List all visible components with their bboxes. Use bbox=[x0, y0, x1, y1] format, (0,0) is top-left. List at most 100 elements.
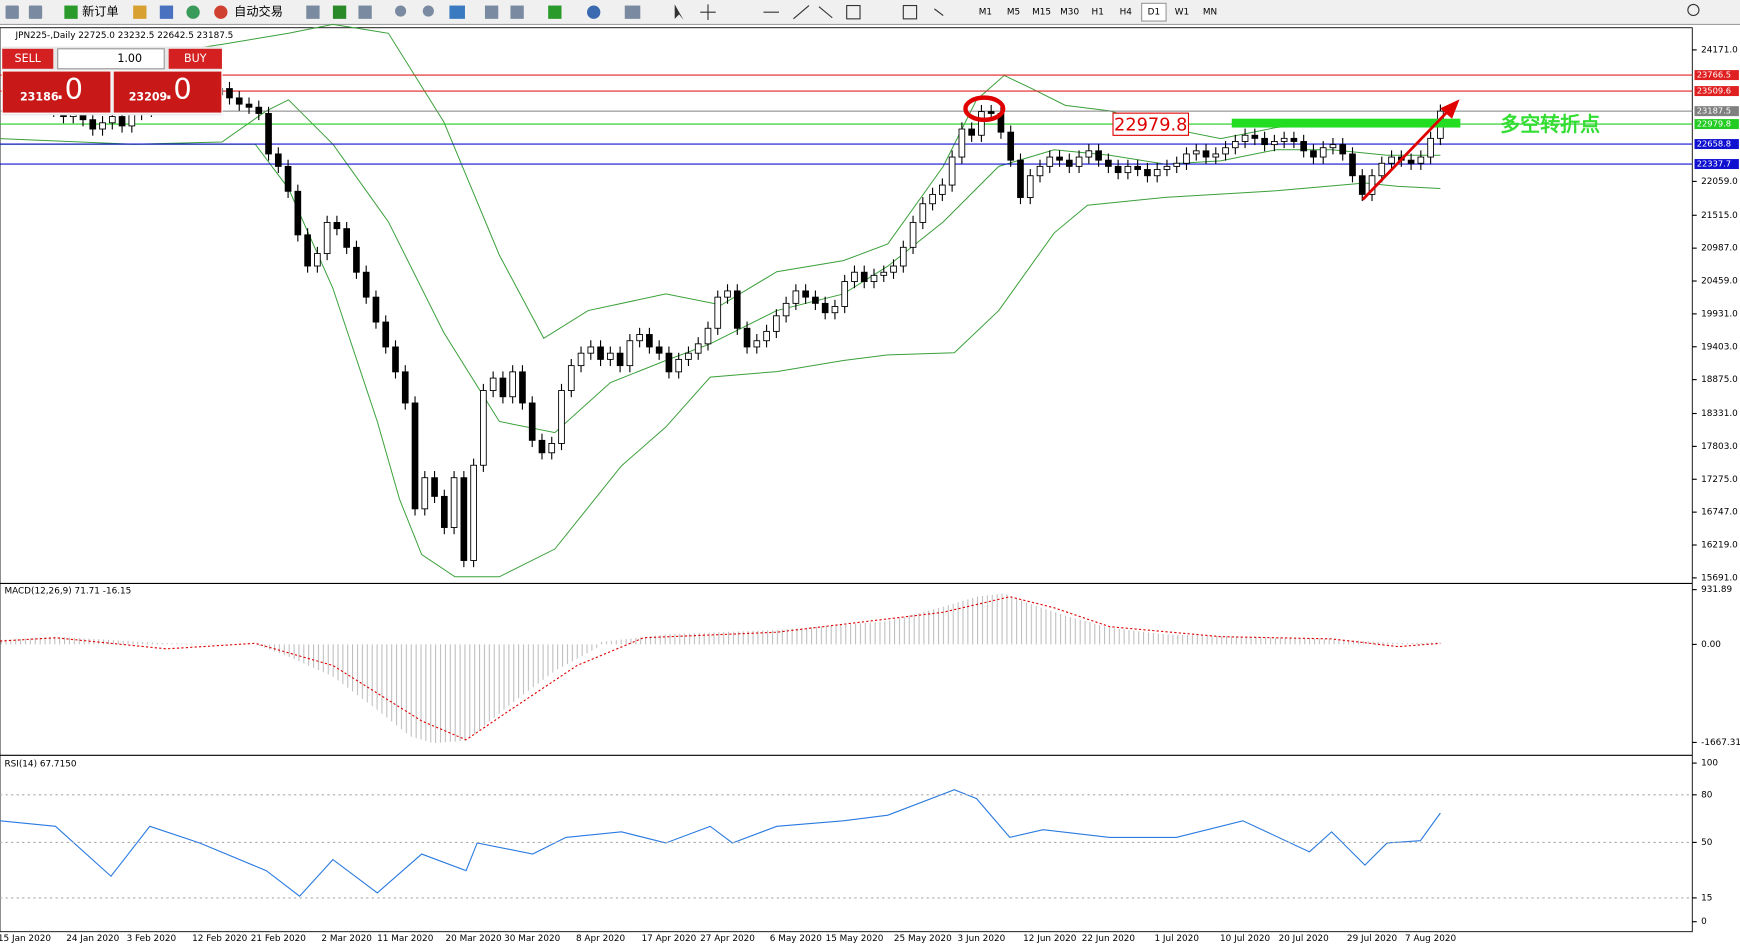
buy-label[interactable]: BUY bbox=[184, 52, 207, 65]
lots-input[interactable] bbox=[57, 48, 165, 70]
candle-body bbox=[226, 88, 233, 99]
price-level-tag bbox=[1694, 119, 1739, 130]
candle-body bbox=[1241, 134, 1249, 142]
candle-body bbox=[909, 221, 917, 248]
candle-body bbox=[597, 346, 604, 360]
buy-button[interactable] bbox=[168, 48, 222, 69]
y-tick-label: 20459.0 bbox=[1701, 277, 1738, 287]
price-level-label: 23509.6 bbox=[1697, 86, 1731, 96]
x-tick-label: 25 May 2020 bbox=[894, 934, 952, 944]
candle-body bbox=[558, 390, 565, 444]
candle-body bbox=[1085, 150, 1093, 158]
candle-body bbox=[626, 340, 634, 367]
bid-box[interactable] bbox=[1, 70, 112, 114]
y-tick-label: -1667.31 bbox=[1701, 738, 1740, 748]
candle-body bbox=[1183, 153, 1190, 164]
y-tick-label: 17803.0 bbox=[1701, 442, 1738, 452]
candle-body bbox=[714, 296, 722, 329]
candle-body bbox=[343, 228, 350, 248]
candle-body bbox=[421, 477, 429, 510]
lots-value[interactable]: 1.00 bbox=[117, 52, 142, 65]
highlight-bar bbox=[1231, 118, 1461, 128]
candle-body bbox=[519, 371, 526, 404]
candle-body bbox=[235, 97, 243, 105]
candle-body bbox=[470, 464, 477, 561]
y-tick-label: 50 bbox=[1701, 838, 1713, 848]
y-tick-label: 0 bbox=[1701, 917, 1707, 927]
candle-body bbox=[1251, 134, 1259, 139]
x-tick-label: 11 Mar 2020 bbox=[377, 934, 434, 944]
y-tick-label: 15691.0 bbox=[1701, 573, 1738, 583]
candle-body bbox=[616, 352, 624, 367]
timeframe-button[interactable]: W1 bbox=[1175, 8, 1189, 18]
sell-label[interactable]: SELL bbox=[15, 52, 42, 65]
x-tick-label: 12 Jun 2020 bbox=[1023, 934, 1077, 944]
price-level-tag bbox=[1694, 70, 1739, 81]
candle-body bbox=[294, 190, 302, 236]
rsi-panel: 100 80 50 15 0 bbox=[0, 759, 1718, 927]
y-tick-label: 16747.0 bbox=[1701, 508, 1738, 518]
toolbar-icons[interactable] bbox=[5, 3, 1700, 20]
candle-body bbox=[108, 116, 116, 124]
candle-body bbox=[1231, 141, 1239, 149]
candle-body bbox=[1280, 137, 1288, 142]
candle-body bbox=[1124, 165, 1132, 174]
candle-body bbox=[411, 402, 419, 510]
candle-body bbox=[607, 352, 614, 360]
candle-body bbox=[1261, 137, 1268, 146]
timeframe-button[interactable]: M30 bbox=[1060, 8, 1079, 18]
candle-body bbox=[1358, 175, 1366, 195]
candle-body bbox=[1114, 165, 1122, 174]
candle-body bbox=[792, 290, 800, 304]
candle-body bbox=[1095, 150, 1102, 161]
candle-body bbox=[1007, 131, 1015, 161]
candle-body bbox=[1290, 137, 1298, 142]
x-tick-label: 3 Feb 2020 bbox=[127, 934, 177, 944]
one-click-trading bbox=[1, 46, 223, 116]
bid-price: 23186 bbox=[20, 91, 59, 104]
candle-body bbox=[1212, 153, 1220, 158]
toolbar-button[interactable]: 自动交易 bbox=[234, 4, 283, 19]
candle-body bbox=[1163, 165, 1171, 170]
timeframe-button[interactable]: H4 bbox=[1120, 8, 1133, 18]
candle-body bbox=[919, 203, 927, 223]
x-tick-label: 20 Jul 2020 bbox=[1279, 934, 1330, 944]
candle-body bbox=[255, 106, 263, 114]
x-tick-label: 30 Mar 2020 bbox=[504, 934, 561, 944]
candle-body bbox=[440, 495, 448, 528]
candle-body bbox=[831, 306, 839, 314]
candle-body bbox=[939, 184, 946, 195]
candle-body bbox=[899, 246, 907, 267]
toolbar-button[interactable]: 新订单 bbox=[82, 4, 119, 19]
y-tick-label: 22059.0 bbox=[1701, 177, 1738, 187]
candle-body bbox=[362, 271, 370, 298]
timeframe-button[interactable]: M15 bbox=[1032, 8, 1051, 18]
timeframe-button[interactable]: D1 bbox=[1148, 8, 1160, 18]
candle-body bbox=[577, 352, 585, 367]
y-tick-label: 20987.0 bbox=[1701, 244, 1738, 254]
timeframe-active[interactable] bbox=[1141, 2, 1167, 22]
candle-body bbox=[274, 153, 282, 167]
candle-body bbox=[1417, 156, 1425, 164]
candle-body bbox=[1017, 159, 1024, 198]
highlight-circle bbox=[963, 95, 1006, 123]
candle-body bbox=[489, 377, 497, 391]
chart-frame bbox=[0, 27, 1693, 933]
timeframe-button[interactable]: H1 bbox=[1092, 8, 1104, 18]
x-tick-label: 1 Jul 2020 bbox=[1154, 934, 1199, 944]
candle-body bbox=[431, 477, 438, 497]
candle-body bbox=[1271, 141, 1278, 146]
macd-signal bbox=[0, 596, 1441, 741]
candle-body bbox=[1144, 169, 1151, 177]
sell-button[interactable] bbox=[2, 48, 54, 69]
timeframe-button[interactable]: M1 bbox=[979, 8, 992, 18]
y-tick-label: 18875.0 bbox=[1701, 375, 1738, 385]
timeframe-button[interactable]: MN bbox=[1203, 8, 1217, 18]
candle-body bbox=[812, 296, 819, 304]
candle-body bbox=[1388, 156, 1395, 164]
timeframe-button[interactable]: M5 bbox=[1007, 8, 1020, 18]
ask-box[interactable] bbox=[112, 70, 223, 114]
x-tick-label: 22 Jun 2020 bbox=[1082, 934, 1136, 944]
candle-body bbox=[382, 321, 390, 348]
